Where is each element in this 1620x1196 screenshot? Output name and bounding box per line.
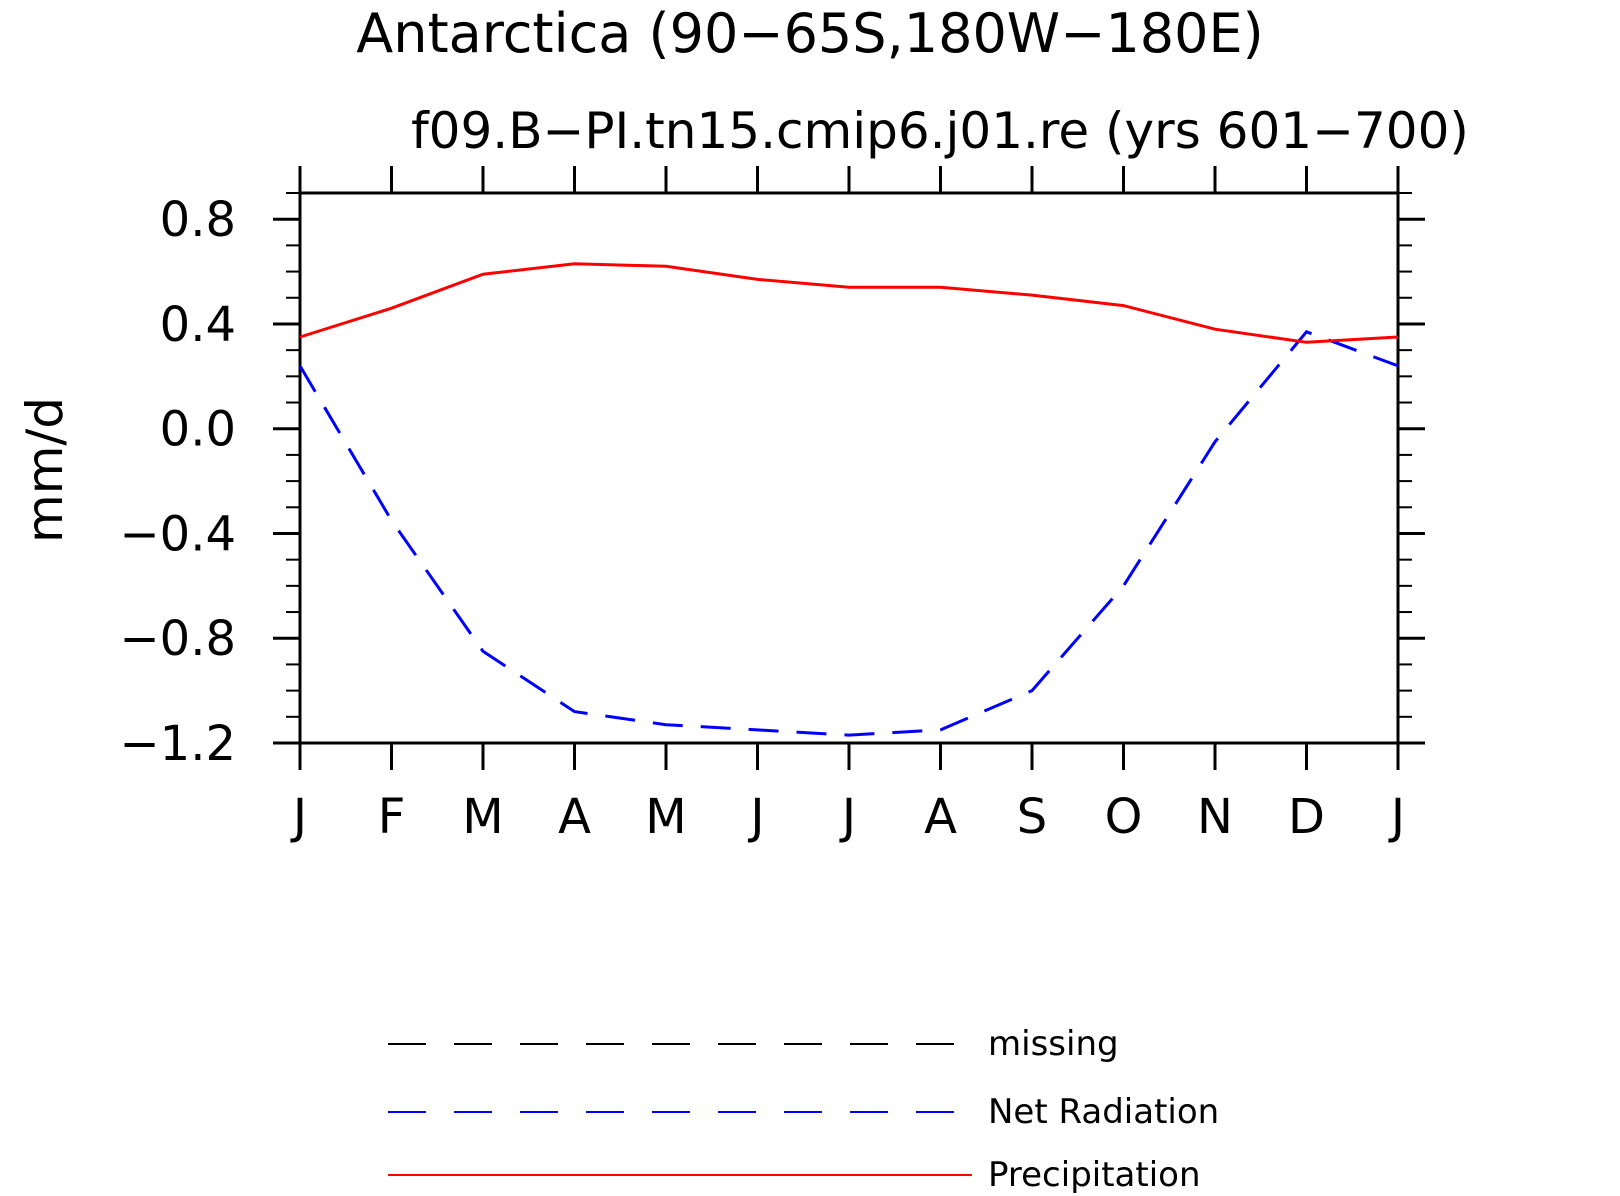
x-tick-label: A (558, 789, 591, 845)
plot-frame (298, 191, 1400, 745)
x-tick-label: J (1388, 789, 1405, 845)
chart-title: Antarctica (90−65S,180W−180E) (356, 2, 1263, 65)
axes: J F M A M J J A S O N D J0.80.40.0−0.4−0.8−1.2 (119, 166, 1425, 845)
legend-label: missing (988, 1024, 1119, 1064)
legend-label: Net Radiation (988, 1092, 1219, 1132)
x-tick-label: J (839, 789, 856, 845)
x-tick-label: O (1105, 789, 1143, 845)
x-tick-label: F (378, 789, 406, 845)
x-tick-label: J (747, 789, 764, 845)
y-tick-label: −0.4 (119, 506, 236, 562)
legend: missing Net Radiation Precipitation (388, 1024, 1219, 1195)
series-layer (298, 262, 1399, 737)
y-tick-label: 0.4 (160, 297, 236, 353)
series-line-precipitation (299, 262, 1399, 344)
x-tick-label: M (462, 789, 503, 845)
y-tick-label: 0.8 (160, 192, 236, 248)
chart-subtitle: f09.B−PI.tn15.cmip6.j01.re (yrs 601−700) (411, 102, 1469, 160)
x-tick-label: D (1288, 789, 1325, 845)
x-tick-label: M (645, 789, 686, 845)
series-line-net-radiation (298, 330, 1399, 737)
y-tick-label: 0.0 (160, 402, 236, 458)
x-tick-label: S (1017, 789, 1047, 845)
x-tick-label: N (1197, 789, 1233, 845)
y-tick-label: −1.2 (119, 716, 236, 772)
x-tick-label: A (924, 789, 957, 845)
x-tick-label: J (290, 789, 307, 845)
legend-label: Precipitation (988, 1155, 1201, 1195)
y-axis-label: mm/d (16, 397, 74, 543)
y-tick-label: −0.8 (119, 611, 236, 667)
